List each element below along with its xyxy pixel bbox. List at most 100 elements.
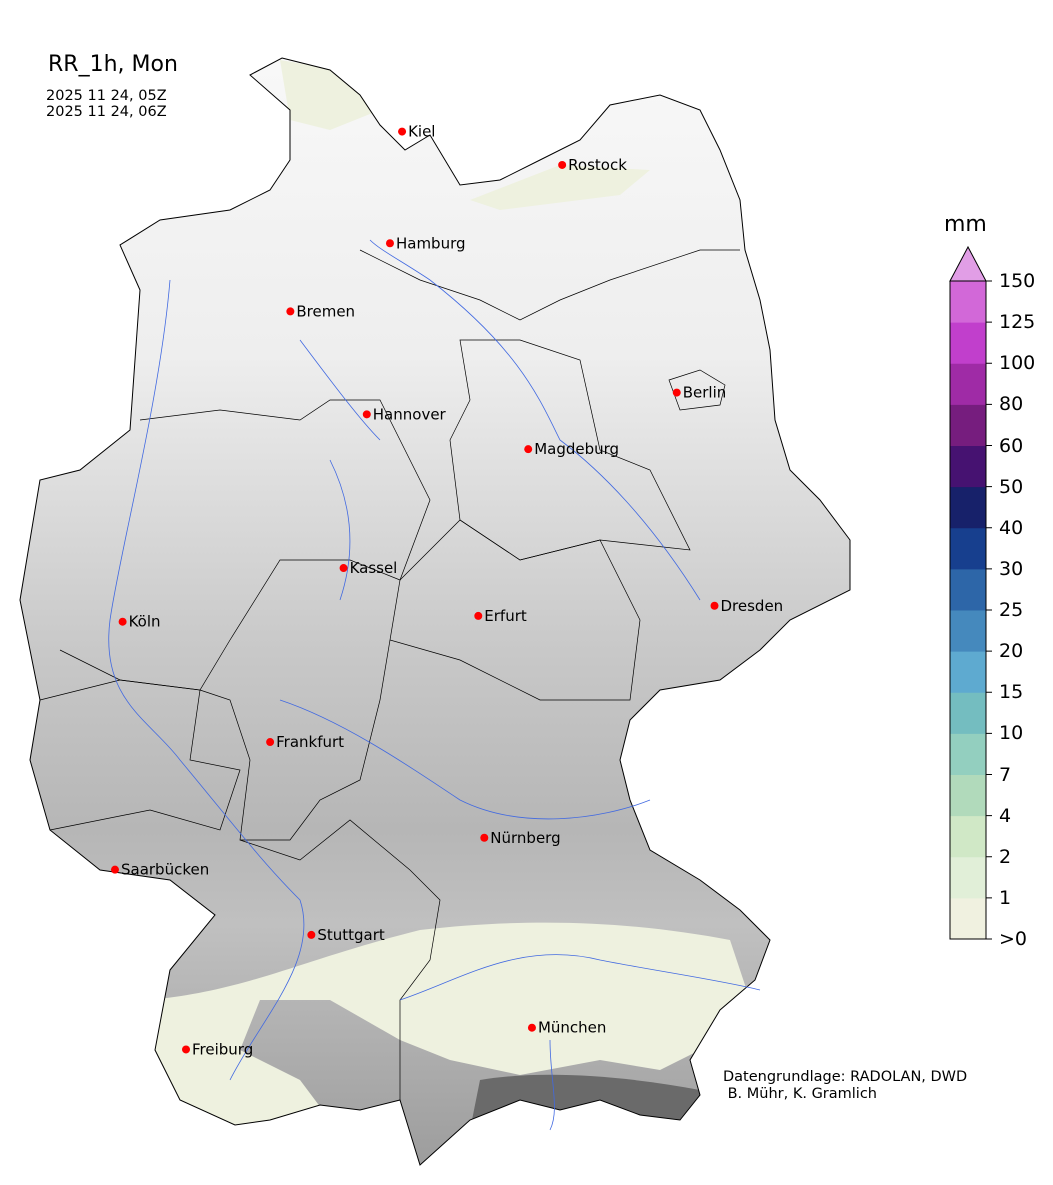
state-borders bbox=[39, 249, 740, 1100]
germany-terrain bbox=[20, 58, 850, 1165]
colorbar-bin bbox=[950, 856, 986, 899]
city-label: Nürnberg bbox=[490, 829, 560, 847]
colorbar-bin bbox=[950, 445, 986, 488]
colorbar-tick-label: 1 bbox=[999, 886, 1012, 909]
colorbar-tick-label: 100 bbox=[999, 352, 1036, 375]
city-kiel: Kiel bbox=[398, 123, 435, 141]
time-start: 2025 11 24, 05Z bbox=[46, 88, 167, 104]
city-dresden: Dresden bbox=[710, 597, 784, 615]
city-label: Frankfurt bbox=[276, 733, 344, 751]
city-label: Dresden bbox=[721, 597, 784, 615]
city-label: Berlin bbox=[683, 384, 727, 402]
city-bremen: Bremen bbox=[286, 302, 355, 320]
colorbar-bin bbox=[950, 527, 986, 570]
colorbar-bin bbox=[950, 404, 986, 446]
city-marker bbox=[362, 410, 371, 419]
colorbar-tick-label: 30 bbox=[999, 557, 1024, 580]
colorbar-tick-label: 80 bbox=[999, 393, 1024, 416]
precipitation-area-south bbox=[150, 922, 760, 1130]
city-label: Köln bbox=[129, 613, 161, 631]
colorbar-bin bbox=[950, 774, 986, 817]
colorbar-tick-label: 15 bbox=[999, 681, 1024, 704]
city-marker bbox=[182, 1045, 191, 1054]
rivers bbox=[108, 239, 761, 1131]
city-marker bbox=[480, 833, 489, 842]
city-freiburg: Freiburg bbox=[182, 1040, 253, 1058]
precipitation-area-north bbox=[280, 60, 380, 130]
colorbar-bin bbox=[950, 610, 986, 652]
city-label: Rostock bbox=[568, 156, 627, 174]
colorbar-tick-label: 10 bbox=[999, 722, 1024, 745]
city-marker bbox=[266, 738, 275, 747]
city-hannover: Hannover bbox=[362, 405, 447, 423]
city-label: Magdeburg bbox=[534, 440, 619, 458]
city-marker bbox=[339, 564, 348, 573]
city-label: Kiel bbox=[408, 123, 435, 141]
colorbar-tick-label: 20 bbox=[999, 640, 1024, 663]
colorbar-tick-label: 25 bbox=[999, 599, 1024, 621]
map-title: RR_1h, Mon bbox=[48, 52, 178, 77]
city-label: Hamburg bbox=[396, 234, 466, 252]
city-label: Hannover bbox=[373, 405, 447, 423]
colorbar-bin bbox=[950, 568, 986, 611]
city-marker bbox=[286, 307, 295, 316]
city-marker bbox=[672, 388, 681, 397]
colorbar-tick-label: 50 bbox=[999, 475, 1024, 498]
colorbar-tick-label: 7 bbox=[999, 763, 1012, 786]
city-label: Stuttgart bbox=[317, 926, 385, 944]
city-marker bbox=[710, 601, 719, 610]
city-marker bbox=[398, 127, 407, 136]
colorbar-unit: mm bbox=[944, 212, 987, 237]
city-münchen: München bbox=[527, 1019, 606, 1037]
city-marker bbox=[307, 930, 316, 939]
colorbar-bin bbox=[950, 363, 986, 405]
city-label: München bbox=[538, 1019, 606, 1037]
city-marker bbox=[524, 445, 533, 454]
city-erfurt: Erfurt bbox=[474, 607, 527, 625]
city-kassel: Kassel bbox=[339, 559, 398, 577]
city-berlin: Berlin bbox=[672, 384, 727, 402]
colorbar-bin bbox=[950, 281, 986, 323]
city-marker bbox=[474, 611, 483, 620]
colorbar-tick-label: 4 bbox=[999, 804, 1012, 827]
colorbar-bin bbox=[950, 486, 986, 529]
city-label: Saarbücken bbox=[121, 861, 209, 879]
colorbar-bin bbox=[950, 733, 986, 775]
city-marker bbox=[527, 1023, 536, 1032]
precipitation-area-coast bbox=[470, 165, 650, 210]
city-stuttgart: Stuttgart bbox=[307, 926, 385, 944]
colorbar-bin bbox=[950, 322, 986, 364]
colorbar bbox=[949, 245, 992, 940]
colorbar-tick-label: 150 bbox=[999, 270, 1036, 292]
city-label: Kassel bbox=[350, 559, 398, 577]
city-label: Erfurt bbox=[484, 607, 527, 625]
colorbar-bin bbox=[950, 815, 986, 858]
colorbar-tick-label: 125 bbox=[999, 311, 1036, 334]
city-hamburg: Hamburg bbox=[385, 234, 466, 252]
city-label: Freiburg bbox=[192, 1040, 253, 1058]
city-marker bbox=[385, 239, 394, 248]
city-marker bbox=[118, 617, 127, 626]
colorbar-tick-label: 60 bbox=[999, 434, 1024, 457]
city-magdeburg: Magdeburg bbox=[524, 440, 619, 458]
colorbar-tick-label: >0 bbox=[999, 928, 1028, 950]
city-köln: Köln bbox=[118, 613, 161, 631]
city-label: Bremen bbox=[296, 302, 355, 320]
city-nürnberg: Nürnberg bbox=[480, 829, 561, 847]
colorbar-tick-label: 40 bbox=[999, 516, 1024, 539]
colorbar-bin bbox=[950, 692, 986, 734]
city-marker bbox=[558, 160, 567, 169]
city-markers: Kiel Rostock Hamburg Bremen Berlin Hannover Ma… bbox=[110, 123, 784, 1058]
colorbar-bin bbox=[950, 651, 986, 693]
city-marker bbox=[110, 865, 119, 874]
colorbar-extend-arrow bbox=[949, 245, 987, 282]
colorbar-bin bbox=[950, 897, 986, 940]
data-credit: Datengrundlage: RADOLAN, DWD B. Mühr, K.… bbox=[723, 1069, 968, 1102]
city-saarbücken: Saarbücken bbox=[110, 861, 209, 879]
colorbar-tick-label: 2 bbox=[999, 845, 1012, 868]
time-end: 2025 11 24, 06Z bbox=[46, 104, 167, 120]
city-frankfurt: Frankfurt bbox=[266, 733, 344, 751]
city-rostock: Rostock bbox=[558, 156, 627, 174]
